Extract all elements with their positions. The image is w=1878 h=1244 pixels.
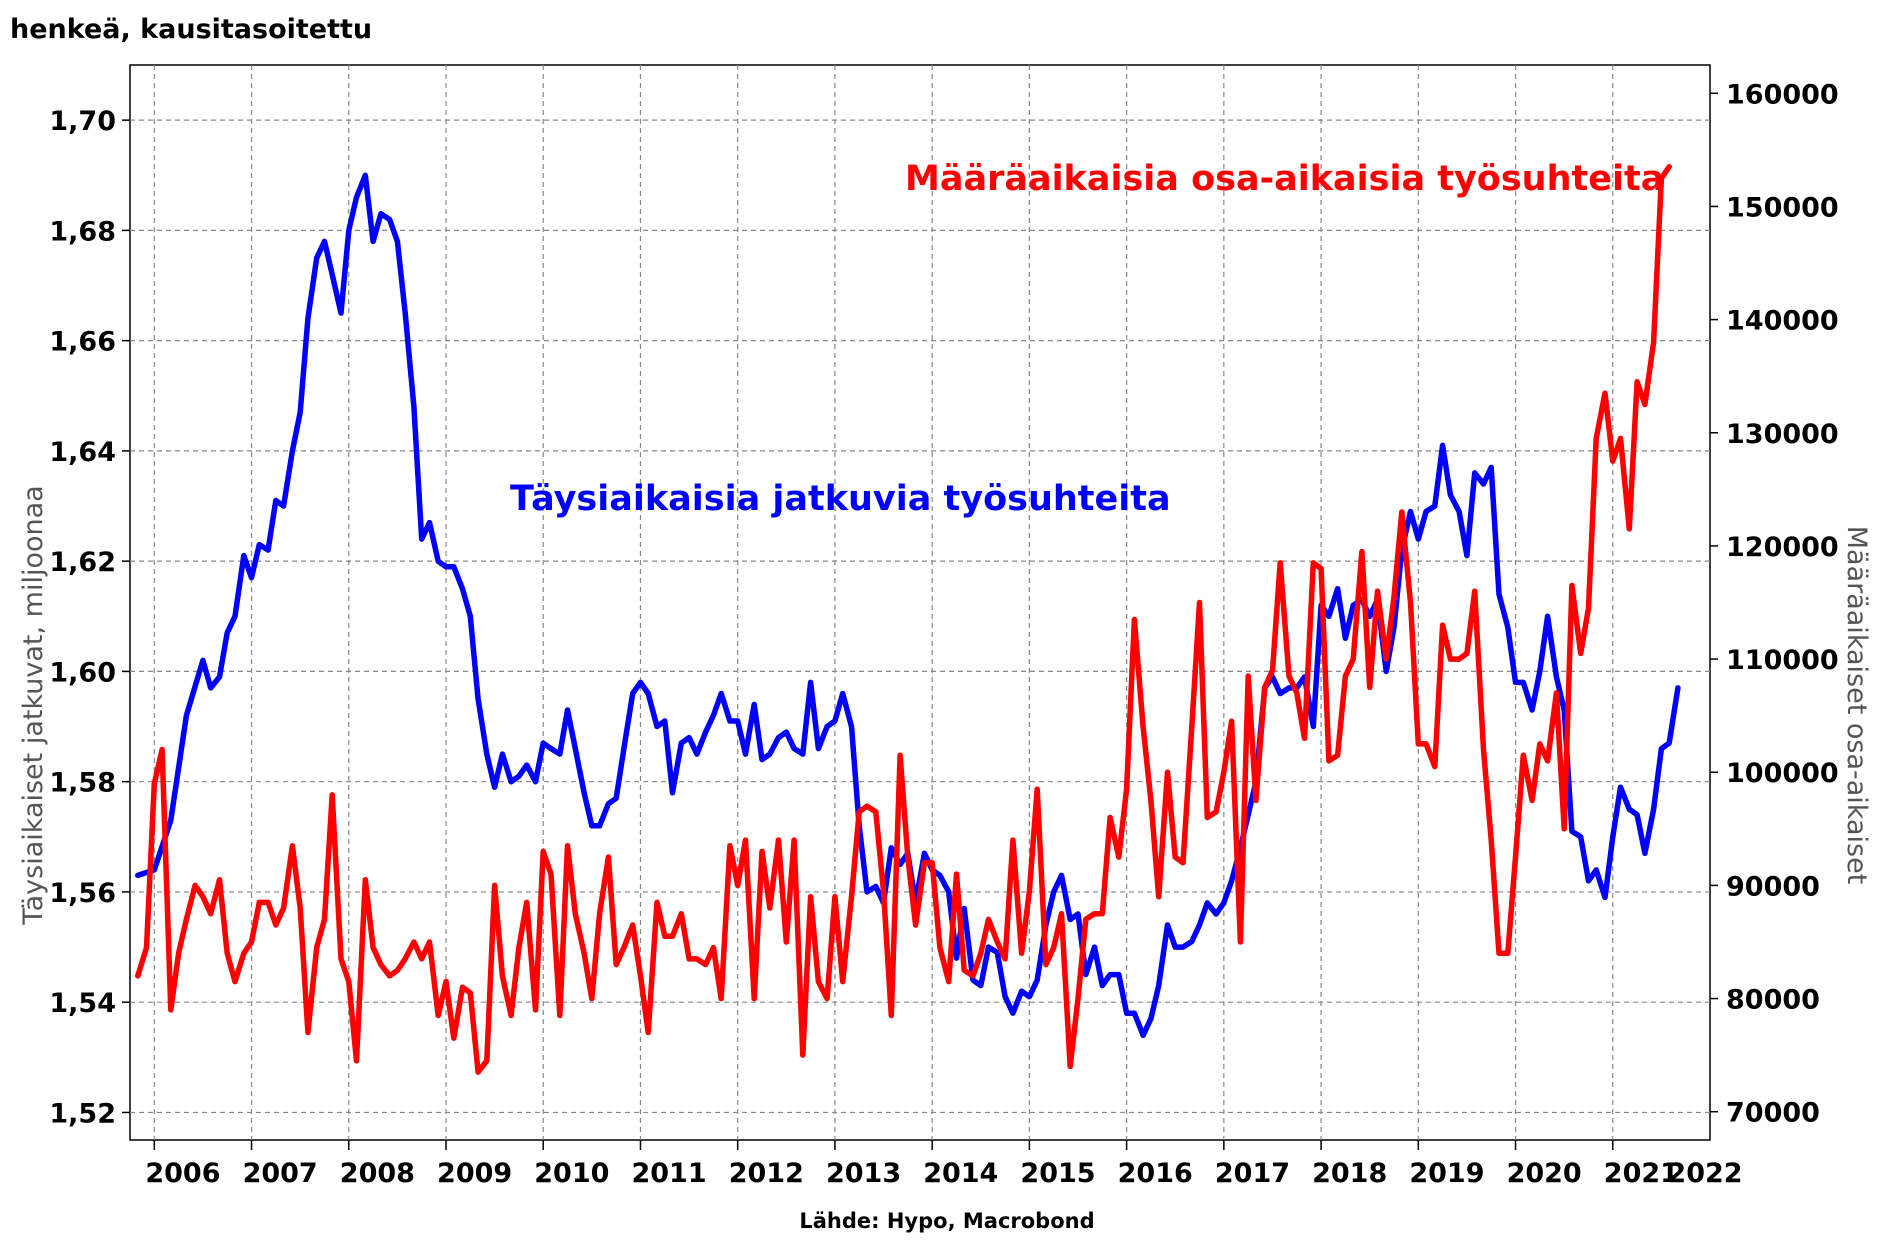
left-tick-label: 1,56 <box>49 878 116 909</box>
left-tick-label: 1,62 <box>49 547 116 578</box>
x-tick-label: 2014 <box>923 1158 998 1189</box>
series-layer <box>135 164 1681 1075</box>
x-tick-label: 2016 <box>1118 1158 1193 1189</box>
left-tick-label: 1,54 <box>49 988 116 1019</box>
annotation-blue: Täysiaikaisia jatkuvia työsuhteita <box>510 479 1171 519</box>
x-tick-label: 2006 <box>145 1158 220 1189</box>
x-tick-label: 2019 <box>1409 1158 1484 1189</box>
x-axis-ticks: 2006 2007 2008 2009 2010 2011 2012 2013 2014 2015… <box>145 1140 1743 1189</box>
x-tick-label: 2020 <box>1507 1158 1582 1189</box>
x-tick-label: 2018 <box>1312 1158 1387 1189</box>
series-line-maaraaikaiset <box>135 164 1672 1075</box>
left-tick-label: 1,64 <box>49 437 116 468</box>
annotation-red: Määräaikaisia osa-aikaisia työsuhteita <box>905 159 1664 199</box>
right-tick-label: 90000 <box>1726 871 1820 902</box>
x-tick-label: 2009 <box>437 1158 512 1189</box>
left-tick-label: 1,66 <box>49 327 116 358</box>
left-tick-label: 1,68 <box>49 216 116 247</box>
left-tick-label: 1,52 <box>49 1098 116 1129</box>
right-tick-label: 100000 <box>1726 758 1839 789</box>
left-tick-label: 1,58 <box>49 768 116 799</box>
x-tick-label: 2010 <box>534 1158 609 1189</box>
series-line-taysiaikaiset <box>135 172 1681 1039</box>
right-tick-label: 70000 <box>1726 1098 1820 1129</box>
unit-label: henkeä, kausitasoitettu <box>10 14 372 45</box>
right-tick-label: 120000 <box>1726 532 1839 563</box>
right-tick-label: 160000 <box>1726 79 1839 110</box>
source-label: Lähde: Hypo, Macrobond <box>799 1209 1094 1233</box>
left-axis-ticks: 1,52 1,54 1,56 1,58 1,60 1,62 1,64 1,66 1,68 1,70 <box>49 106 130 1129</box>
left-tick-label: 1,60 <box>49 657 116 688</box>
x-tick-label: 2021 <box>1604 1158 1679 1189</box>
left-axis-label: Täysiaikaiset jatkuvat, miljoonaa <box>18 485 49 925</box>
x-tick-label: 2007 <box>243 1158 318 1189</box>
right-axis-ticks: 70000 80000 90000 100000 110000 120000 130000 1… <box>1710 79 1839 1129</box>
right-tick-label: 110000 <box>1726 645 1839 676</box>
x-tick-label: 2011 <box>631 1158 706 1189</box>
x-tick-label: 2008 <box>340 1158 415 1189</box>
right-tick-label: 80000 <box>1726 985 1820 1016</box>
left-tick-label: 1,70 <box>49 106 116 137</box>
right-axis-label: Määräaikaiset osa-aikaiset <box>1841 526 1872 885</box>
right-tick-label: 150000 <box>1726 192 1839 223</box>
x-tick-label: 2022 <box>1667 1158 1742 1189</box>
x-tick-label: 2013 <box>826 1158 901 1189</box>
plot-area <box>129 64 1711 1141</box>
x-tick-label: 2012 <box>729 1158 804 1189</box>
x-tick-label: 2017 <box>1215 1158 1290 1189</box>
right-tick-label: 140000 <box>1726 306 1839 337</box>
x-tick-label: 2015 <box>1020 1158 1095 1189</box>
right-tick-label: 130000 <box>1726 419 1839 450</box>
